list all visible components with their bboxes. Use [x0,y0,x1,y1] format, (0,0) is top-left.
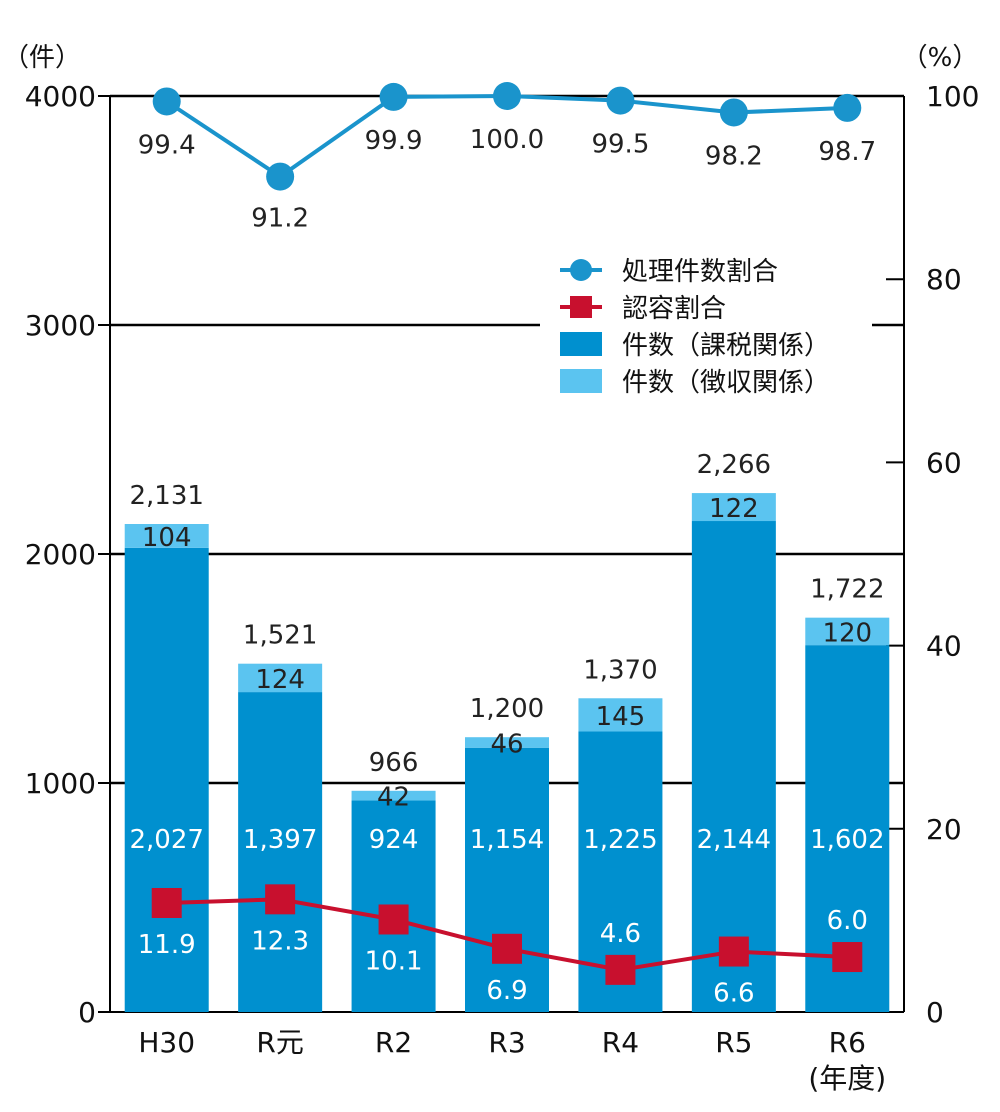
bar-total-label: 1,521 [243,621,317,651]
bar-top-segment [805,617,890,646]
acceptance-rate-point [605,954,636,985]
processing-rate-point [152,87,181,116]
legend-bar-swatch [560,332,602,356]
bar-base-segment [691,521,776,1012]
y-tick-label-left: 2000 [25,538,96,571]
bar-base-segment [124,547,209,1012]
y-tick-label-left: 4000 [25,80,96,113]
x-category-label: H30 [138,1026,195,1059]
legend-label: 件数（徴収関係） [622,368,830,398]
bar-total-label: 966 [369,748,419,778]
bar-total-label: 1,370 [583,655,657,685]
acceptance-rate-label: 6.6 [713,979,754,1009]
processing-rate-point [493,82,521,110]
acceptance-rate-label: 11.9 [138,930,196,960]
processing-rate-label: 98.7 [818,137,876,167]
bar-total-label: 2,266 [697,450,771,480]
acceptance-rate-point [832,942,863,973]
bar-base-label: 1,397 [243,825,317,855]
processing-rate-label: 100.0 [470,125,544,155]
processing-rate-point [379,82,408,111]
bar-top-segment [465,737,549,748]
x-category-label: R5 [715,1026,752,1059]
bar-total-label: 1,722 [810,575,884,605]
acceptance-rate-point [718,936,749,967]
bar-total-label: 1,200 [470,694,544,724]
legend-label: 処理件数割合 [622,257,778,287]
processing-rate-point [606,86,635,115]
bar-top-segment [351,790,436,801]
acceptance-rate-label: 6.9 [486,976,527,1006]
x-category-label: R6 [829,1026,866,1059]
processing-rate-label: 91.2 [251,204,309,234]
y-unit-left: （件） [3,43,81,73]
bar-base-label: 924 [369,825,419,855]
bar-top-label: 46 [490,729,523,759]
acceptance-rate-point [151,887,182,918]
y-tick-label-left: 3000 [25,309,96,342]
bar-top-segment [691,493,776,522]
acceptance-rate-label: 4.6 [600,919,641,949]
x-category-label: R元 [256,1026,303,1059]
acceptance-rate-point [265,884,296,915]
bar-top-label: 104 [142,523,192,553]
acceptance-rate-point [378,904,409,935]
bar-base-label: 1,602 [810,825,884,855]
legend-marker-square [570,296,592,318]
x-axis-unit-label: (年度) [808,1062,886,1095]
processing-rate-label: 99.4 [138,130,196,160]
bar-base-label: 1,225 [583,825,657,855]
processing-rate-point [833,93,862,122]
x-category-label: R3 [488,1026,525,1059]
legend-label: 件数（課税関係） [622,331,830,361]
processing-rate-point [266,162,295,191]
bar-top-segment [124,524,209,548]
acceptance-rate-label: 6.0 [827,906,868,936]
bar-top-segment [578,698,663,732]
y-tick-label-left: 0 [78,996,96,1029]
acceptance-rate-label: 10.1 [365,946,423,976]
bar-top-label: 120 [822,618,872,648]
legend-label: 認容割合 [622,294,726,324]
y-tick-label-right: 0 [926,996,944,1029]
y-tick-label-right: 40 [926,630,962,663]
bar-base-segment [238,692,323,1012]
y-tick-label-right: 20 [926,813,962,846]
bar-base-segment [465,747,549,1012]
bar-top-segment [238,663,323,693]
y-tick-label-right: 60 [926,446,962,479]
bar-base-label: 2,027 [129,825,203,855]
y-tick-label-right: 100 [926,80,979,113]
legend-bar-swatch [560,369,602,393]
y-tick-label-right: 80 [926,263,962,296]
y-tick-label-left: 1000 [25,767,96,800]
legend-marker-circle [570,259,592,281]
processing-rate-label: 99.5 [591,130,649,160]
bar-total-label: 2,131 [129,481,203,511]
processing-rate-point [719,98,748,127]
processing-rate-label: 99.9 [365,126,423,156]
processing-rate-label: 98.2 [705,141,763,171]
bar-top-label: 122 [709,494,759,524]
bar-base-label: 1,154 [470,825,544,855]
bar-top-label: 42 [377,783,410,813]
bar-top-label: 145 [596,702,646,732]
bar-base-label: 2,144 [697,825,771,855]
acceptance-rate-point [492,933,522,964]
bar-top-label: 124 [255,665,305,695]
x-category-label: R4 [602,1026,639,1059]
y-unit-right: （%） [902,43,979,73]
x-category-label: R2 [375,1026,412,1059]
acceptance-rate-label: 12.3 [251,926,309,956]
